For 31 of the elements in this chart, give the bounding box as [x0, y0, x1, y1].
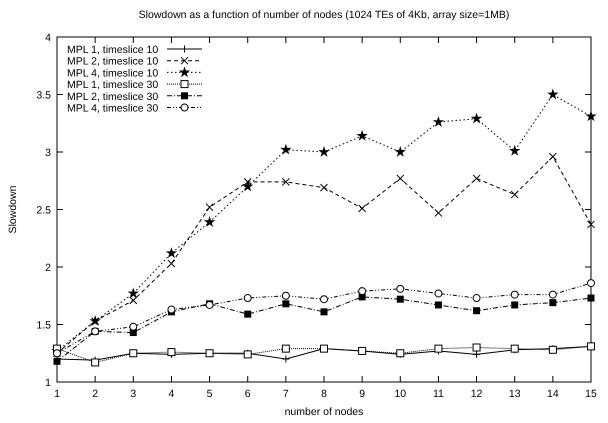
y-tick-label: 1.5: [36, 320, 52, 332]
x-tick-label: 11: [432, 388, 444, 400]
x-tick-label: 7: [282, 388, 289, 400]
x-tick-label: 9: [359, 388, 366, 400]
x-tick-label: 3: [130, 388, 136, 400]
y-axis-title: Slowdown: [7, 185, 19, 234]
legend-label: MPL 4, timeslice 10: [67, 67, 158, 80]
x-tick-label: 5: [206, 388, 213, 400]
legend-label: MPL 4, timeslice 30: [67, 102, 158, 114]
x-tick-label: 6: [244, 388, 251, 400]
x-tick-label: 15: [585, 388, 597, 400]
x-tick-label: 14: [547, 388, 559, 400]
y-tick-label: 3.5: [36, 90, 52, 102]
y-tick-label: 3: [45, 147, 52, 159]
legend-label: MPL 2, timeslice 30: [67, 90, 158, 103]
legend-label: MPL 1, timeslice 30: [67, 79, 158, 92]
y-tick-label: 2.5: [36, 204, 52, 216]
y-tick-label: 2: [45, 262, 52, 274]
chart-title: Slowdown as a function of number of nodes (1024 TEs of 4Kb, array size=1MB): [138, 9, 510, 21]
x-tick-label: 8: [321, 388, 328, 400]
x-tick-label: 12: [470, 388, 483, 400]
x-tick-label: 10: [394, 388, 406, 400]
x-axis-title: number of nodes: [284, 406, 364, 418]
y-tick-label: 1: [45, 377, 52, 389]
x-tick-label: 13: [508, 388, 521, 400]
y-tick-label: 4: [45, 32, 52, 44]
x-tick-label: 2: [92, 388, 98, 400]
x-tick-label: 4: [168, 388, 175, 400]
legend-label: MPL 1, timeslice 10: [67, 44, 158, 56]
legend-label: MPL 2, timeslice 10: [67, 56, 158, 68]
x-tick-label: 1: [54, 388, 60, 400]
